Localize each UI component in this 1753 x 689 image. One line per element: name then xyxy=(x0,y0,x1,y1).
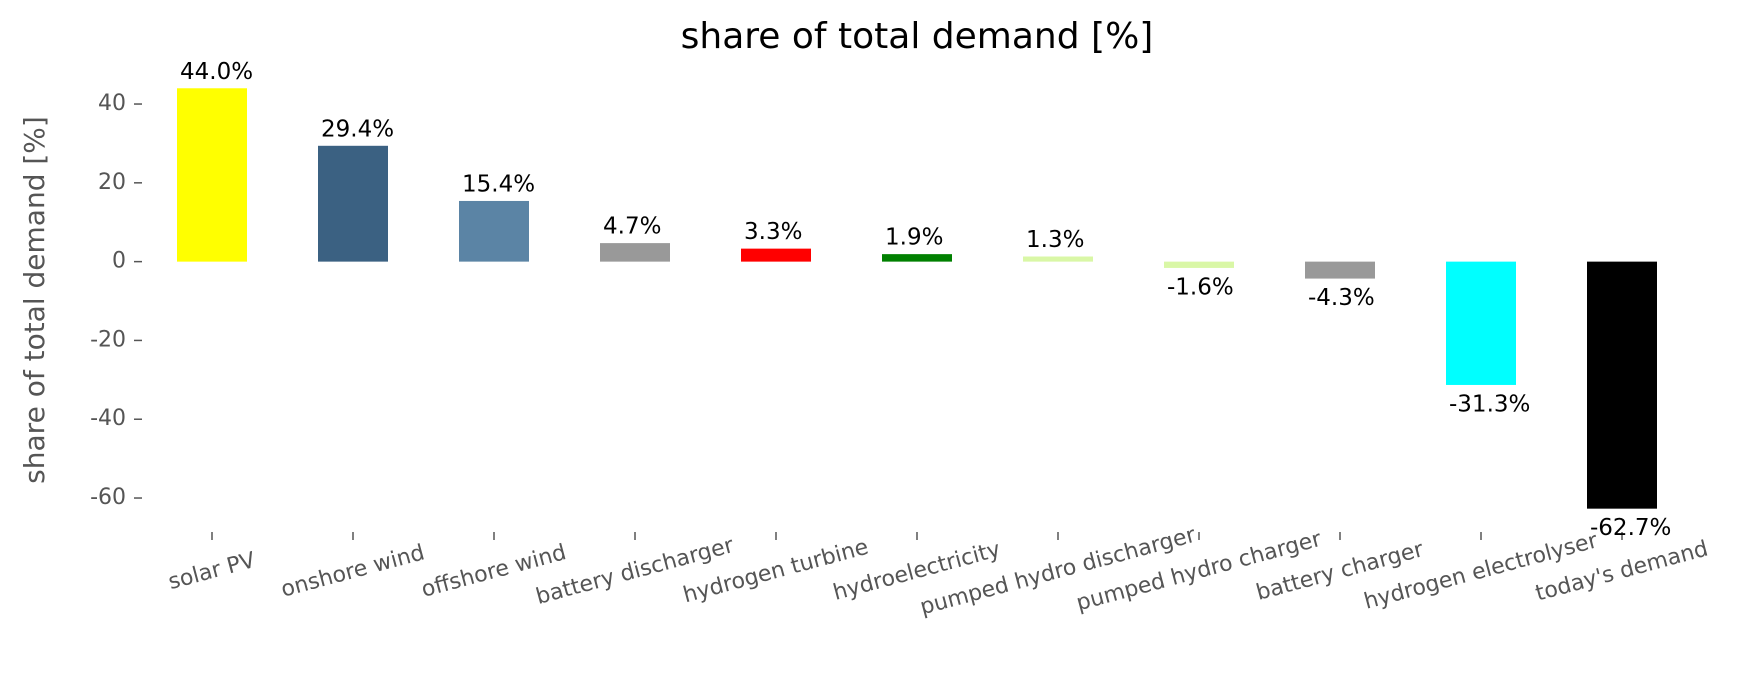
y-tick-label: -40 xyxy=(90,406,126,431)
bar xyxy=(459,200,529,262)
y-tick-label: 40 xyxy=(98,91,126,116)
data-label: 1.9% xyxy=(885,225,943,251)
data-label: -1.6% xyxy=(1167,274,1234,300)
bar xyxy=(1023,256,1093,262)
data-label: 29.4% xyxy=(321,116,394,142)
data-label: 4.7% xyxy=(603,214,661,240)
bar xyxy=(318,145,388,262)
data-label: 1.3% xyxy=(1026,227,1084,253)
bar xyxy=(1587,261,1657,509)
chart-title: share of total demand [%] xyxy=(681,16,1154,57)
data-label: 15.4% xyxy=(462,171,535,197)
y-tick-label: -20 xyxy=(90,327,126,352)
x-tick-label: hydrogen electrolyser xyxy=(1361,528,1601,615)
y-axis-label: share of total demand [%] xyxy=(18,116,51,484)
data-label: -4.3% xyxy=(1308,285,1375,311)
data-label: 44.0% xyxy=(180,59,253,85)
y-tick-label: 0 xyxy=(112,249,126,274)
x-tick-label: solar PV xyxy=(166,548,258,595)
data-label: -31.3% xyxy=(1449,391,1530,417)
bar xyxy=(177,88,247,262)
y-tick-label: -60 xyxy=(90,485,126,510)
bar xyxy=(1164,261,1234,268)
bar xyxy=(600,243,670,262)
x-tick-label: onshore wind xyxy=(278,540,427,602)
bar xyxy=(1305,261,1375,279)
bar xyxy=(1446,261,1516,385)
data-label: -62.7% xyxy=(1590,515,1671,541)
y-tick-label: 20 xyxy=(98,170,126,195)
bar xyxy=(882,254,952,262)
data-label: 3.3% xyxy=(744,219,802,245)
bar xyxy=(741,248,811,262)
